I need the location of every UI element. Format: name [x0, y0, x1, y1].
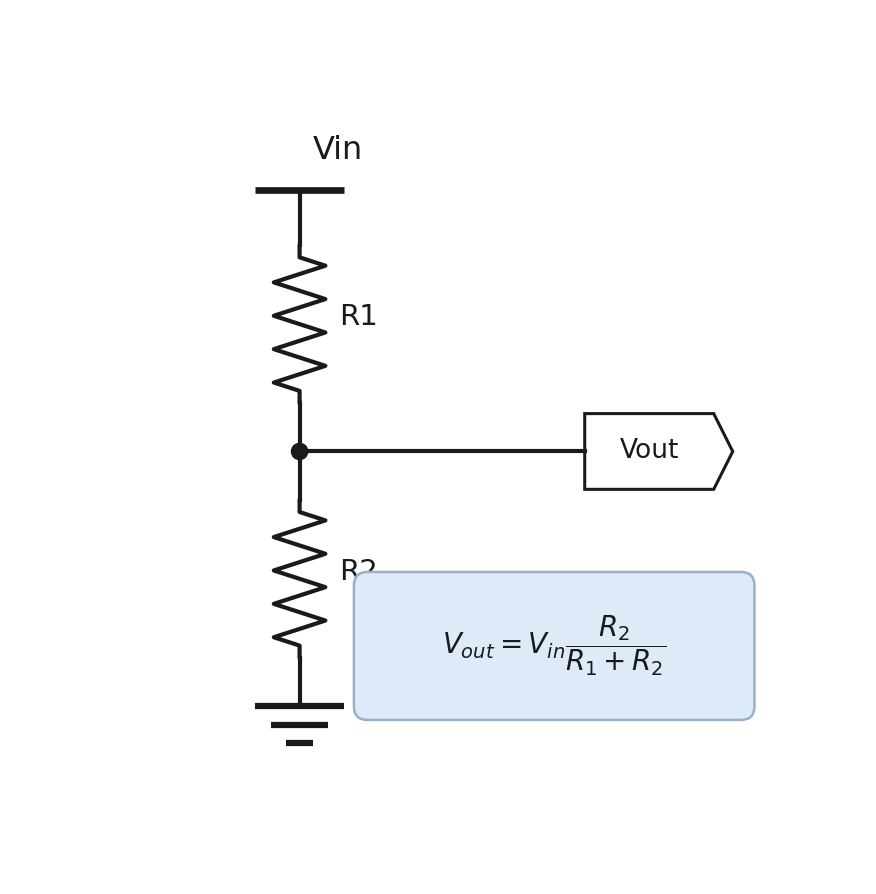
Text: R1: R1	[339, 303, 378, 332]
Text: Vout: Vout	[619, 438, 679, 465]
Ellipse shape	[292, 443, 307, 460]
Text: Vin: Vin	[314, 135, 364, 165]
Text: R2: R2	[339, 558, 378, 586]
Text: $V_{out} = V_{in}\dfrac{R_2}{R_1 + R_2}$: $V_{out} = V_{in}\dfrac{R_2}{R_1 + R_2}$	[442, 614, 667, 678]
FancyBboxPatch shape	[354, 572, 754, 720]
